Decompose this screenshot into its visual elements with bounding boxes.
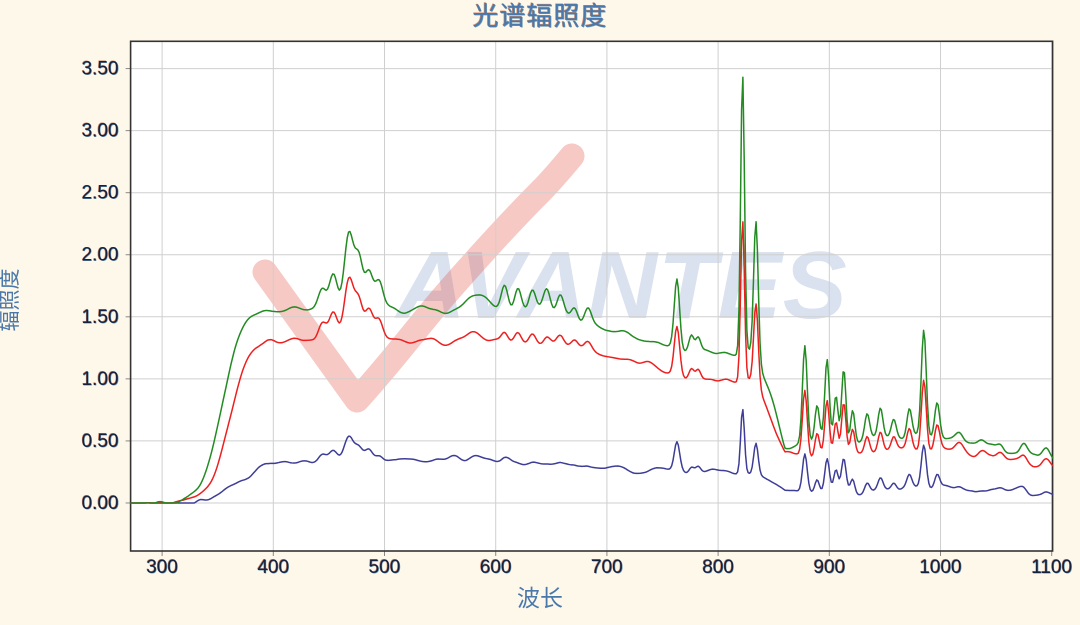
svg-text:2.50: 2.50 — [82, 183, 119, 204]
svg-text:700: 700 — [591, 557, 623, 578]
svg-text:3.00: 3.00 — [82, 121, 119, 142]
svg-text:500: 500 — [369, 557, 401, 578]
svg-text:900: 900 — [813, 557, 845, 578]
svg-text:1.00: 1.00 — [82, 369, 119, 390]
svg-text:辐照度: 辐照度 — [0, 269, 22, 332]
svg-text:1100: 1100 — [1031, 557, 1072, 578]
svg-text:2.00: 2.00 — [82, 245, 119, 266]
svg-text:0.50: 0.50 — [82, 431, 119, 452]
svg-text:1000: 1000 — [919, 557, 961, 578]
svg-text:300: 300 — [146, 557, 178, 578]
svg-text:800: 800 — [702, 557, 734, 578]
svg-text:3.50: 3.50 — [82, 59, 119, 80]
svg-text:光谱辐照度: 光谱辐照度 — [472, 1, 607, 31]
svg-text:400: 400 — [257, 557, 289, 578]
svg-text:1.50: 1.50 — [82, 307, 119, 328]
svg-text:0.00: 0.00 — [82, 493, 119, 514]
svg-text:600: 600 — [480, 557, 512, 578]
svg-text:波长: 波长 — [517, 585, 563, 611]
